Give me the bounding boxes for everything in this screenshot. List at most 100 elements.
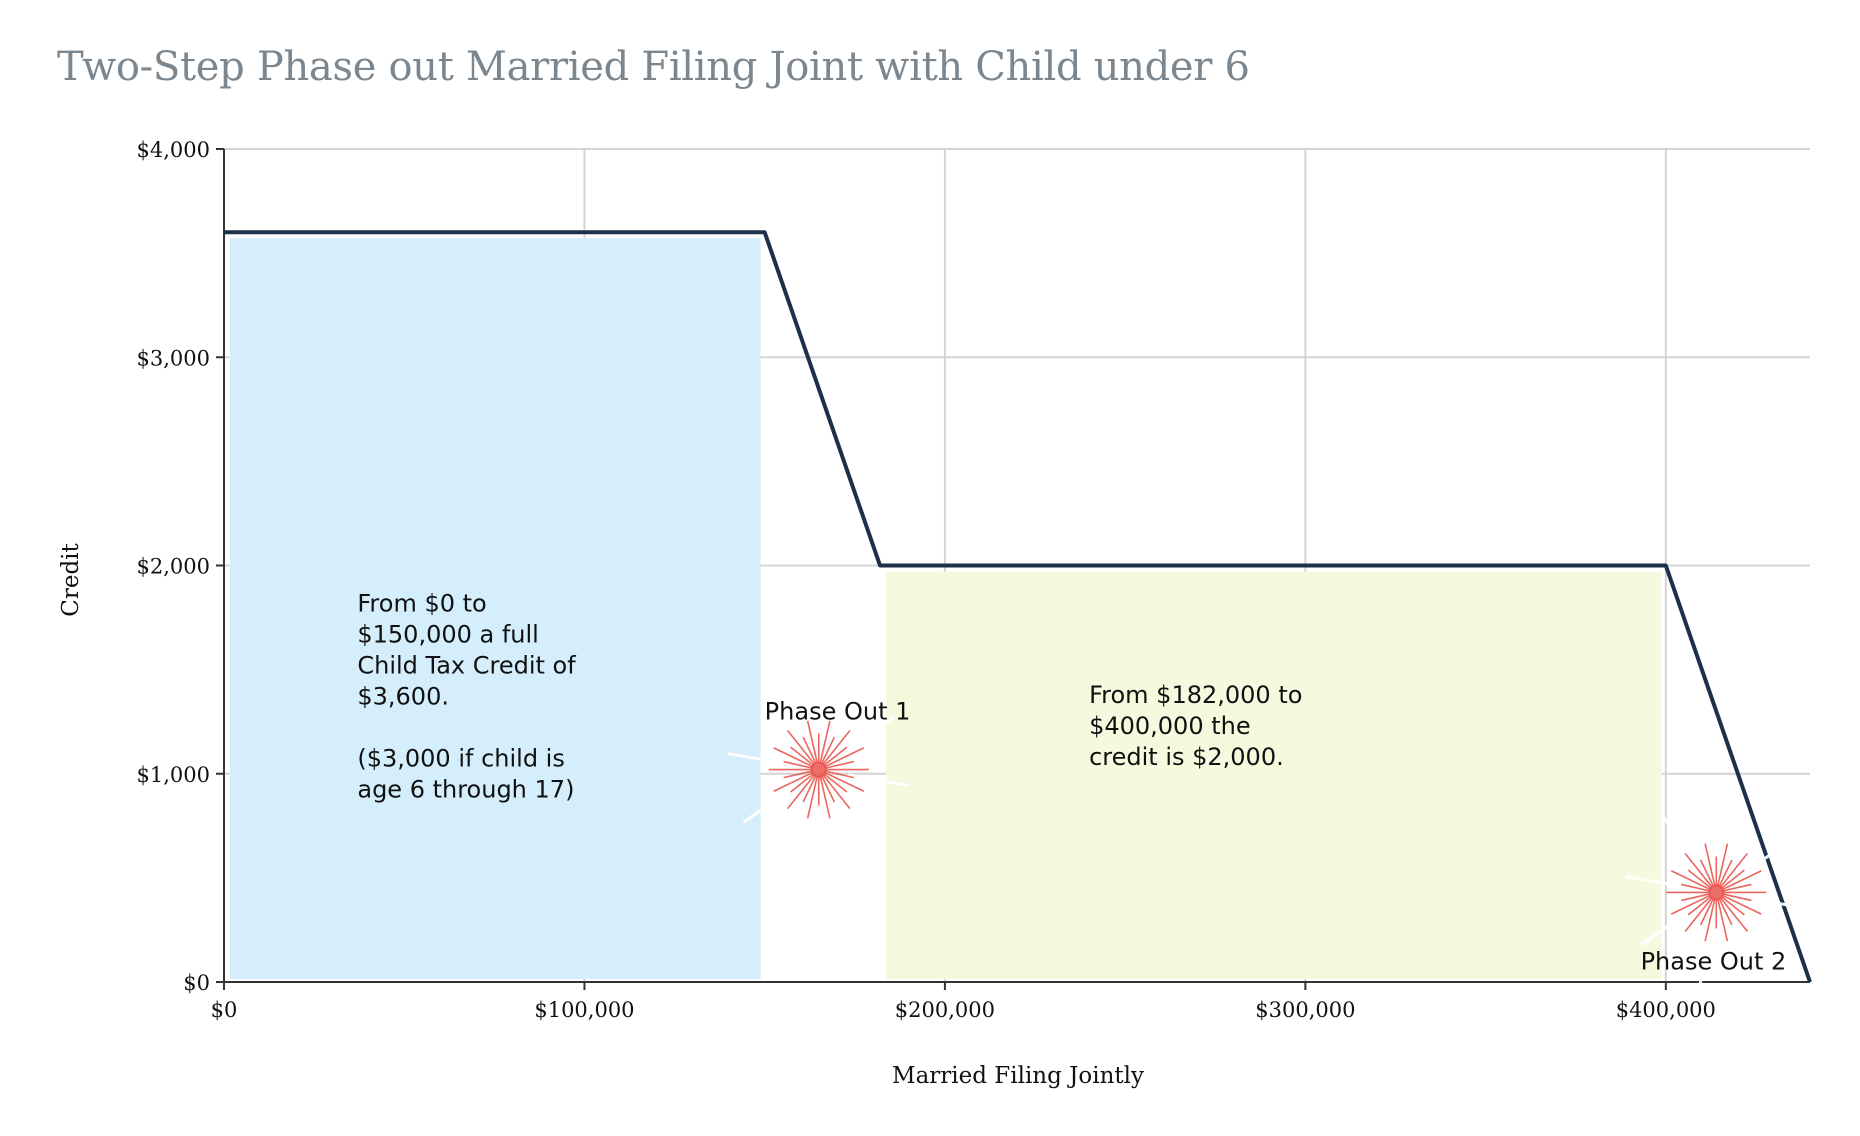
- sparkle-ray: [822, 678, 837, 741]
- sparkle-ray: [1720, 801, 1734, 864]
- starburst-ray: [1719, 896, 1749, 933]
- sparkle-ray: [1662, 816, 1701, 869]
- starburst-ray: [1684, 896, 1714, 933]
- starburst-ray: [822, 772, 848, 793]
- annotation-1: From $0 to $150,000 a full Child Tax Credi…: [357, 589, 576, 803]
- starburst-ray: [786, 729, 816, 766]
- starburst-ray: [1681, 893, 1711, 902]
- starburst-ray: [1721, 870, 1762, 891]
- starburst-ray: [802, 774, 817, 803]
- starburst-ray: [790, 772, 815, 793]
- annotation-4: Phase Out 2: [1641, 948, 1787, 976]
- sparkle-ray: [1732, 916, 1771, 969]
- starburst-ray: [824, 760, 855, 770]
- starburst-ray: [1721, 883, 1752, 892]
- starburst-ray: [819, 775, 831, 819]
- x-tick-label: $400,000: [1616, 998, 1716, 1022]
- starburst-ray: [1681, 883, 1711, 892]
- phase-out-starburst-2: [1625, 801, 1808, 984]
- starburst-ray: [806, 775, 819, 819]
- annotation-line: Phase Out 1: [765, 698, 911, 726]
- sparkle-ray: [848, 773, 910, 788]
- sparkle-ray: [801, 798, 816, 861]
- starburst-ray: [820, 736, 836, 765]
- x-tick-label: $100,000: [534, 998, 634, 1022]
- annotation-3: Phase Out 1: [765, 698, 911, 726]
- starburst-ray: [1720, 869, 1745, 890]
- annotation-line: $400,000 the: [1089, 712, 1251, 740]
- starburst-ray: [1718, 897, 1733, 926]
- starburst-ray: [823, 771, 865, 792]
- chart-title: Two-Step Phase out Married Filing Joint …: [57, 44, 1250, 90]
- starburst-ray: [824, 770, 855, 779]
- x-axis-title: Married Filing Jointly: [892, 1063, 1144, 1089]
- sparkle-ray: [1739, 838, 1793, 877]
- y-tick-label: $3,000: [137, 346, 210, 370]
- sparkle-ray: [842, 715, 895, 754]
- starburst-ray: [1716, 843, 1729, 887]
- sparkle-ray: [1640, 908, 1693, 947]
- annotation-line: From $0 to: [357, 589, 486, 617]
- starburst-center: [1708, 884, 1725, 901]
- annotation-line: [357, 713, 365, 741]
- starburst-ray: [1699, 859, 1715, 888]
- shaded-region-2: [886, 571, 1662, 979]
- starburst-ray: [1721, 893, 1752, 902]
- line-layer: [223, 230, 1812, 983]
- starburst-ray: [819, 720, 831, 764]
- starburst-ray: [820, 774, 836, 803]
- annotation-line: ($3,000 if child is: [357, 744, 564, 772]
- starburst-ray: [1699, 897, 1715, 926]
- starburst-ray: [1684, 852, 1714, 889]
- starburst-ray: [786, 773, 816, 810]
- phase-out-starburst-1: [727, 678, 910, 861]
- x-tick-label: $0: [211, 998, 238, 1022]
- y-tick-label: $0: [183, 971, 210, 995]
- sparkle-ray: [764, 693, 803, 746]
- x-tick-label: $300,000: [1255, 998, 1355, 1022]
- starburst-ray: [1687, 869, 1713, 890]
- starburst-ray: [806, 720, 819, 764]
- starburst-ray: [1721, 894, 1762, 915]
- starburst-ray: [821, 729, 851, 766]
- sparkle-ray: [1698, 921, 1713, 984]
- starburst-ray: [1716, 898, 1729, 942]
- starburst-ray: [821, 773, 851, 810]
- annotation-line: From $182,000 to: [1089, 681, 1302, 709]
- annotation-line: Child Tax Credit of: [357, 651, 576, 679]
- starburst-ray: [773, 747, 814, 768]
- annotation-line: $3,600.: [357, 682, 449, 710]
- annotation-2: From $182,000 to $400,000 the credit is $2…: [1089, 681, 1302, 771]
- sparkle-ray: [1745, 896, 1808, 910]
- starburst-ray: [790, 746, 815, 767]
- axis-layer: $0 $100,000 $200,000 $300,000 $400,000 $0 $1,0…: [137, 138, 1810, 1022]
- y-tick-label: $2,000: [137, 555, 210, 579]
- y-tick-label: $4,000: [137, 138, 210, 162]
- sparkle-ray: [742, 785, 796, 824]
- starburst-ray: [783, 770, 814, 779]
- sparkle-ray: [727, 752, 790, 766]
- starburst-ray: [1718, 859, 1733, 888]
- starburst-ray: [783, 760, 814, 770]
- x-tick-label: $200,000: [895, 998, 995, 1022]
- y-axis-title: Credit: [58, 542, 84, 616]
- shaded-region-1: [230, 238, 761, 980]
- label-layer: From $0 to $150,000 a full Child Tax Credi…: [357, 589, 1786, 975]
- starburst-ray: [802, 736, 817, 765]
- starburst-ray: [823, 747, 865, 768]
- y-tick-label: $1,000: [137, 763, 210, 787]
- annotation-line: $150,000 a full: [357, 620, 538, 648]
- sparkle-ray: [834, 793, 873, 846]
- region-layer: [230, 238, 1662, 980]
- marker-layer: [727, 678, 1808, 984]
- starburst-ray: [1720, 895, 1745, 916]
- starburst-ray: [822, 746, 848, 767]
- annotation-line: age 6 through 17): [357, 775, 574, 803]
- starburst-ray: [773, 771, 814, 792]
- starburst-ray: [1704, 843, 1716, 887]
- starburst-center: [810, 761, 827, 778]
- starburst-ray: [1670, 870, 1712, 891]
- starburst-ray: [1687, 895, 1713, 916]
- sparkle-ray: [1625, 874, 1687, 889]
